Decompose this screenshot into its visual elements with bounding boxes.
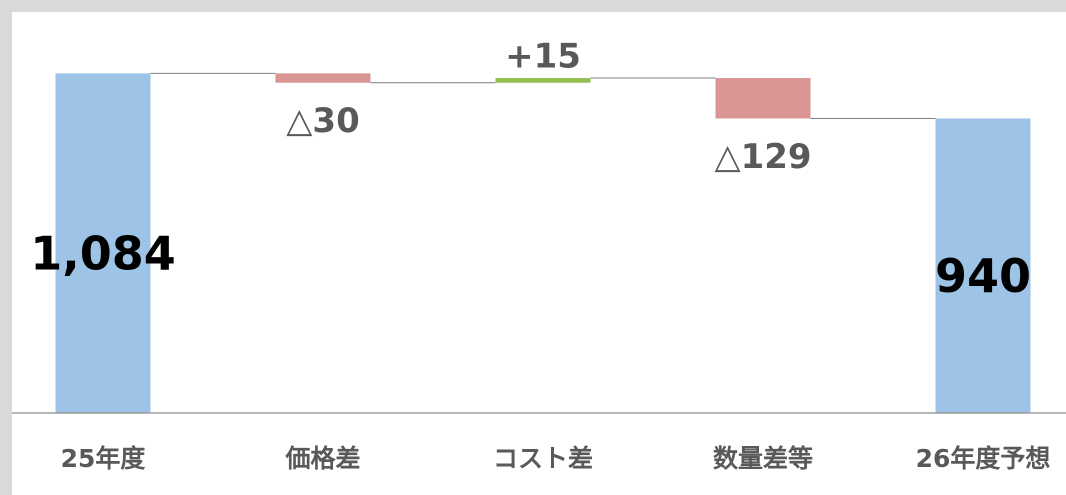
x-tick-label: コスト差 — [493, 444, 593, 473]
value-label: 940 — [935, 249, 1031, 303]
bar — [495, 78, 591, 83]
x-tick-label: 価格差 — [284, 444, 360, 473]
value-label: △129 — [714, 137, 811, 177]
x-tick-label: 26年度予想 — [916, 444, 1051, 473]
bar — [715, 78, 811, 119]
bar — [55, 73, 151, 413]
bar — [935, 118, 1031, 413]
value-label: 1,084 — [30, 227, 176, 281]
x-tick-label: 25年度 — [61, 444, 146, 473]
x-tick-label: 数量差等 — [713, 444, 813, 473]
value-label: +15 — [505, 37, 581, 77]
plot-background — [12, 12, 1066, 495]
bar — [275, 73, 371, 83]
value-label: △30 — [286, 101, 359, 141]
